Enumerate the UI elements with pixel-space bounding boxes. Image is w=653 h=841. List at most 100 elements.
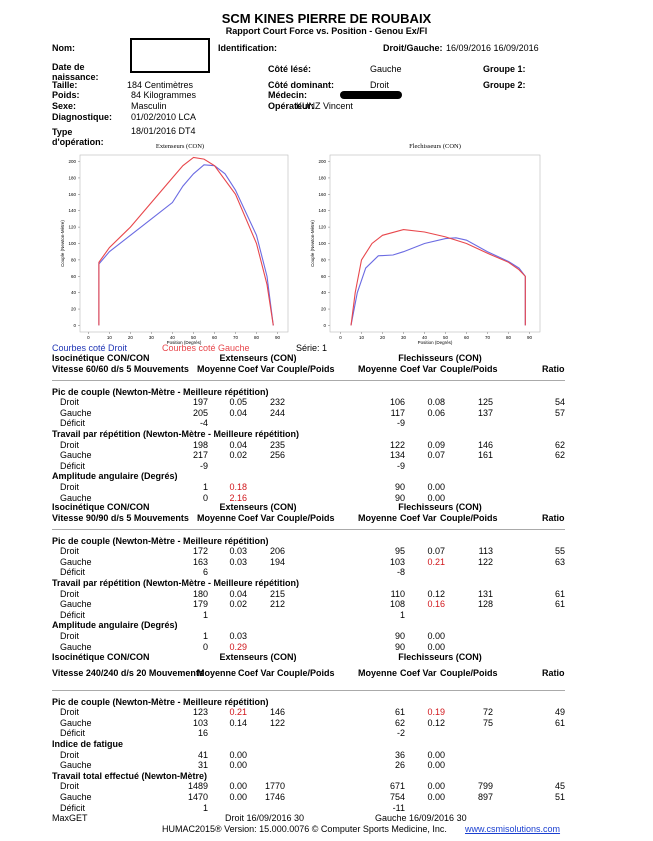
cell: 198 bbox=[192, 439, 208, 450]
y-tick-label: 40 bbox=[321, 290, 327, 295]
cell: 232 bbox=[269, 397, 285, 408]
speed: Vitesse 240/240 d/s 20 Mouvements bbox=[52, 667, 204, 678]
cell: 0.12 bbox=[427, 588, 445, 599]
x-tick-label: 40 bbox=[170, 335, 176, 340]
y-tick-label: 0 bbox=[73, 323, 76, 328]
x-tick-label: 80 bbox=[506, 335, 512, 340]
y-tick-label: 0 bbox=[323, 323, 326, 328]
group-title: Pic de couple (Newton-Mètre - Meilleure … bbox=[52, 535, 269, 546]
cell: 180 bbox=[192, 588, 208, 599]
cell: -9 bbox=[396, 418, 405, 429]
cell: -11 bbox=[392, 802, 405, 813]
section-ext: Extenseurs (CON) bbox=[219, 651, 297, 662]
cell: 897 bbox=[477, 791, 493, 802]
cell: 125 bbox=[477, 397, 493, 408]
row-label: Gauche bbox=[60, 717, 92, 728]
row-label: Gauche bbox=[60, 492, 92, 503]
y-tick-label: 120 bbox=[68, 225, 76, 230]
cell: 161 bbox=[477, 450, 493, 461]
cell: 57 bbox=[554, 407, 565, 418]
curve bbox=[98, 156, 274, 326]
x-tick-label: 20 bbox=[128, 335, 134, 340]
cell: 0.08 bbox=[427, 397, 445, 408]
maxget-right: Droit 16/09/2016 30 bbox=[225, 812, 305, 823]
cell: 0.14 bbox=[229, 717, 247, 728]
cell: 0.00 bbox=[427, 760, 445, 771]
x-tick-label: 0 bbox=[87, 335, 90, 340]
cell: 0.03 bbox=[229, 630, 247, 641]
cell: 754 bbox=[389, 791, 405, 802]
cell: 215 bbox=[269, 588, 285, 599]
field-value: 16/09/2016 16/09/2016 bbox=[446, 42, 539, 53]
cell: 2.16 bbox=[229, 492, 247, 503]
cell: 113 bbox=[478, 546, 493, 557]
group-title: Pic de couple (Newton-Mètre - Meilleure … bbox=[52, 696, 269, 707]
cell: 1 bbox=[399, 609, 405, 620]
cell: 0.00 bbox=[427, 492, 445, 503]
y-tick-label: 20 bbox=[71, 307, 77, 312]
cell: 0.12 bbox=[427, 717, 445, 728]
row-label: Déficit bbox=[60, 609, 86, 620]
chart-title: Flechisseurs (CON) bbox=[409, 143, 461, 150]
cell: 61 bbox=[394, 707, 405, 718]
cell: 103 bbox=[389, 556, 405, 567]
x-axis-label: Position (Degrés) bbox=[167, 340, 202, 345]
x-tick-label: 80 bbox=[254, 335, 260, 340]
x-tick-label: 30 bbox=[401, 335, 407, 340]
cell: 90 bbox=[394, 481, 405, 492]
field-label: Taille: bbox=[52, 79, 78, 90]
group-title: Amplitude angulaire (Degrés) bbox=[52, 620, 178, 631]
x-tick-label: 40 bbox=[422, 335, 428, 340]
field-label: Groupe 1: bbox=[483, 63, 526, 74]
y-tick-label: 200 bbox=[318, 159, 326, 164]
row-label: Gauche bbox=[60, 760, 92, 771]
x-tick-label: 10 bbox=[359, 335, 365, 340]
y-tick-label: 160 bbox=[318, 192, 326, 197]
legend-entry: Courbes coté Droit bbox=[52, 342, 128, 353]
row-label: Droit bbox=[60, 749, 80, 760]
cell: 108 bbox=[389, 599, 405, 610]
cell: 0.00 bbox=[427, 749, 445, 760]
cell: 0.18 bbox=[229, 481, 247, 492]
row-label: Déficit bbox=[60, 728, 86, 739]
cell: -2 bbox=[396, 728, 405, 739]
y-tick-label: 200 bbox=[68, 159, 76, 164]
y-tick-label: 60 bbox=[321, 274, 327, 279]
field-label: Diagnostique: bbox=[52, 111, 112, 122]
cell: 90 bbox=[394, 641, 405, 652]
row-label: Gauche bbox=[60, 641, 92, 652]
cell: -8 bbox=[396, 567, 405, 578]
column-header: Moyenne bbox=[197, 363, 237, 374]
column-header: Ratio bbox=[542, 512, 565, 523]
website-link[interactable]: www.csmisolutions.com bbox=[465, 823, 561, 834]
cell: 0.05 bbox=[229, 397, 247, 408]
x-tick-label: 20 bbox=[380, 335, 386, 340]
cell: 36 bbox=[394, 749, 405, 760]
field-value: KUNZ Vincent bbox=[296, 100, 353, 111]
y-tick-label: 140 bbox=[68, 208, 76, 213]
x-tick-label: 60 bbox=[212, 335, 218, 340]
cell: 256 bbox=[269, 450, 285, 461]
y-tick-label: 20 bbox=[321, 307, 327, 312]
cell: 0.16 bbox=[427, 599, 445, 610]
cell: 1770 bbox=[264, 781, 285, 792]
cell: 31 bbox=[197, 760, 208, 771]
column-header: Couple/Poids bbox=[277, 667, 335, 678]
cell: 16 bbox=[197, 728, 208, 739]
section-mode: Isocinétique CON/CON bbox=[52, 352, 150, 363]
y-tick-label: 180 bbox=[68, 175, 76, 180]
y-tick-label: 180 bbox=[318, 175, 326, 180]
cell: 205 bbox=[192, 407, 208, 418]
y-tick-label: 80 bbox=[321, 257, 327, 262]
field-label: Groupe 2: bbox=[483, 79, 526, 90]
subtitle: Rapport Court Force vs. Position - Genou… bbox=[225, 26, 428, 36]
cell: 137 bbox=[477, 407, 493, 418]
field-label: Médecin: bbox=[268, 89, 308, 100]
cell: 217 bbox=[192, 450, 208, 461]
cell: 1746 bbox=[264, 791, 285, 802]
cell: 63 bbox=[554, 556, 565, 567]
cell: 799 bbox=[477, 781, 493, 792]
y-tick-label: 60 bbox=[71, 274, 77, 279]
cell: 122 bbox=[389, 439, 405, 450]
chart-title: Extenseurs (CON) bbox=[156, 143, 204, 150]
